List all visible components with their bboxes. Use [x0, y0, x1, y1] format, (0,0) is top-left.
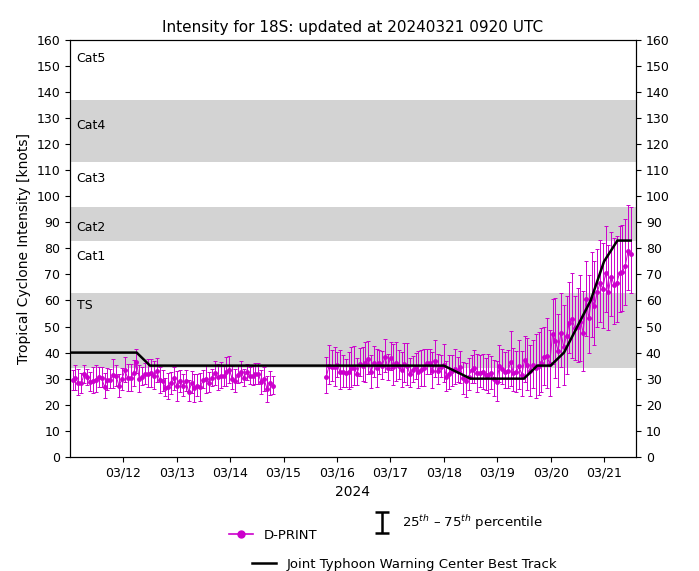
Text: Cat3: Cat3 — [77, 171, 106, 184]
Text: 25$^{th}$ – 75$^{th}$ percentile: 25$^{th}$ – 75$^{th}$ percentile — [402, 513, 543, 532]
Text: Cat2: Cat2 — [77, 221, 106, 234]
Legend: Joint Typhoon Warning Center Best Track: Joint Typhoon Warning Center Best Track — [252, 558, 557, 571]
Text: TS: TS — [77, 299, 92, 312]
Text: Cat4: Cat4 — [77, 119, 106, 132]
Y-axis label: Tropical Cyclone Intensity [knots]: Tropical Cyclone Intensity [knots] — [17, 133, 31, 364]
Text: Cat5: Cat5 — [77, 52, 106, 65]
Bar — [70, 100, 636, 162]
Title: Intensity for 18S: updated at 20240321 0920 UTC: Intensity for 18S: updated at 20240321 0… — [162, 19, 544, 35]
X-axis label: 2024: 2024 — [336, 485, 370, 499]
Bar — [70, 293, 636, 368]
Text: Cat1: Cat1 — [77, 250, 106, 263]
Bar — [70, 207, 636, 240]
